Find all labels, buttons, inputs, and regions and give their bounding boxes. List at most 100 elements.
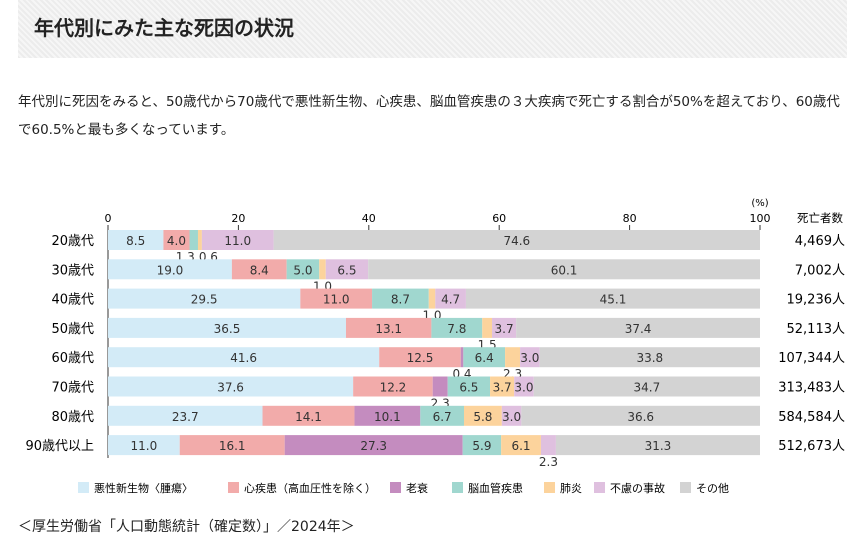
data-label: 6.1	[511, 439, 530, 453]
data-label: 11.0	[224, 234, 251, 248]
x-tick-label: 80	[623, 212, 637, 225]
bar-segment	[520, 347, 540, 368]
bar-segment	[163, 230, 190, 250]
bar-segment	[325, 259, 369, 280]
bar-segment	[372, 288, 429, 309]
bar-segment	[197, 230, 202, 250]
bar-segment	[354, 405, 421, 426]
page-title: 年代別にみた主な死因の状況	[34, 16, 294, 40]
data-label: 4.7	[441, 293, 460, 307]
bar-segment	[521, 405, 760, 426]
data-label: 8.4	[250, 263, 269, 277]
bar-segment	[540, 435, 556, 456]
data-label: 6.5	[459, 381, 478, 395]
data-label: 3.7	[495, 322, 514, 336]
data-label: 13.1	[375, 322, 402, 336]
bar-segment	[108, 376, 354, 397]
bar-segment	[286, 259, 320, 280]
data-label: 60.1	[551, 263, 578, 277]
category-label: 20歳代	[51, 234, 94, 249]
legend-swatch	[452, 482, 463, 493]
category-label: 60歳代	[51, 351, 94, 366]
bar-segment	[501, 435, 541, 456]
x-tick-label: 60	[492, 212, 506, 225]
data-label: 19.0	[157, 263, 184, 277]
bar-segment	[432, 376, 448, 397]
legend-label: 心疾患（高血圧性を除く）	[244, 481, 376, 495]
data-label: 36.6	[627, 410, 654, 424]
bar-segment	[428, 288, 436, 309]
bar-segment	[179, 435, 285, 456]
bar-segment	[482, 317, 493, 338]
bar-segment	[555, 435, 760, 456]
data-label: 36.5	[214, 322, 241, 336]
bar-segment	[368, 259, 760, 280]
data-label: 12.2	[380, 381, 407, 395]
category-label: 70歳代	[51, 381, 94, 396]
deaths-value: 107,344人	[778, 351, 845, 366]
bar-segment	[462, 435, 502, 456]
bar-segment	[108, 288, 301, 309]
bar-segment	[319, 259, 326, 280]
data-label: 8.5	[126, 234, 145, 248]
x-tick-label: 40	[362, 212, 376, 225]
bar-segment	[460, 347, 464, 368]
legend-swatch	[390, 482, 401, 493]
x-tick-label: 0	[105, 212, 112, 225]
bar-segment	[463, 405, 502, 426]
data-label: 3.0	[514, 381, 533, 395]
data-label: 8.7	[391, 293, 410, 307]
bar-segment	[463, 347, 506, 368]
legend-label: 老衰	[406, 481, 428, 495]
category-label: 50歳代	[51, 322, 94, 337]
legend-label: その他	[696, 482, 729, 495]
data-label: 3.0	[502, 410, 521, 424]
bar-segment	[533, 376, 760, 397]
bar-segment	[231, 259, 287, 280]
data-label: 3.7	[493, 381, 512, 395]
bar-segment	[262, 405, 355, 426]
bar-segment	[516, 317, 760, 338]
bar-segment	[108, 317, 346, 338]
data-label: 6.4	[475, 351, 494, 365]
bar-segment	[514, 376, 534, 397]
data-label: 5.9	[472, 439, 491, 453]
data-label: 34.7	[634, 381, 661, 395]
unit-label: (%)	[751, 198, 768, 209]
bar-segment	[379, 347, 461, 368]
deaths-header: 死亡者数	[797, 211, 843, 225]
intro-text: 年代別に死因をみると、50歳代から70歳代で悪性新生物、心疾患、脳血管疾患の３大…	[18, 94, 840, 138]
data-label: 37.6	[217, 381, 244, 395]
deaths-value: 313,483人	[778, 381, 845, 396]
deaths-value: 19,236人	[787, 293, 846, 308]
legend-label: 不慮の事故	[610, 481, 665, 495]
bar-segment	[300, 288, 373, 309]
data-label: 5.8	[473, 410, 492, 424]
bar-segment	[108, 259, 232, 280]
data-label: 29.5	[191, 293, 218, 307]
legend-swatch	[78, 482, 89, 493]
bar-segment	[539, 347, 760, 368]
data-label: 23.7	[172, 410, 199, 424]
bar-segment	[189, 230, 198, 250]
x-tick-label: 20	[231, 212, 245, 225]
bar-segment	[108, 230, 164, 250]
section-header: 年代別にみた主な死因の状況	[18, 0, 847, 58]
bar-segment	[273, 230, 760, 250]
x-tick-label: 100	[750, 212, 771, 225]
bar-segment	[108, 435, 180, 456]
category-label: 90歳代以上	[25, 439, 94, 454]
category-label: 40歳代	[51, 293, 94, 308]
category-label: 80歳代	[51, 410, 94, 425]
deaths-value: 7,002人	[795, 263, 845, 278]
bar-segment	[492, 317, 517, 338]
deaths-value: 52,113人	[787, 322, 846, 337]
deaths-value: 512,673人	[778, 439, 845, 454]
data-label: 12.5	[407, 351, 434, 365]
bar-segment	[505, 347, 521, 368]
data-label: 31.3	[645, 439, 672, 453]
legend-label: 脳血管疾患	[468, 481, 523, 495]
bar-segment	[284, 435, 463, 456]
data-label: 41.6	[230, 351, 257, 365]
